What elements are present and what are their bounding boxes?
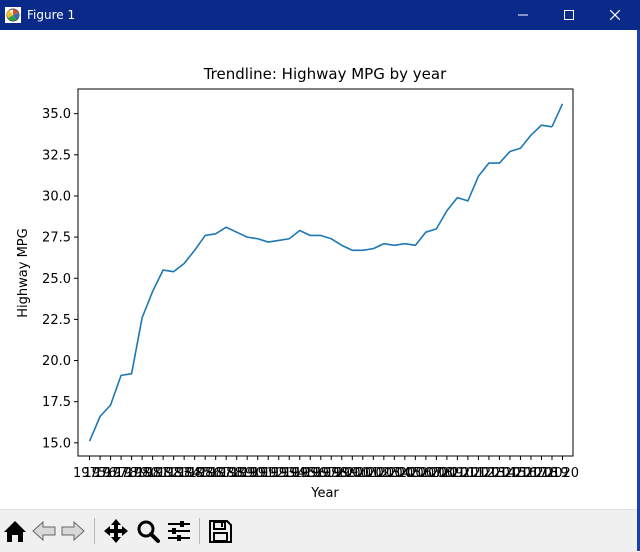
- x-tick-label: 1992: [252, 466, 285, 481]
- x-tick-label: 2006: [399, 466, 432, 481]
- x-tick-label: 2001: [346, 466, 379, 481]
- x-tick-label: 2010: [441, 466, 474, 481]
- y-tick-label: 35.0: [42, 107, 71, 122]
- x-tick-label: 1975: [73, 466, 106, 481]
- x-tick-label: 1982: [147, 466, 180, 481]
- home-button[interactable]: [1, 517, 29, 545]
- x-axis: 1975197619771978197919801981198219831984…: [73, 456, 579, 481]
- x-tick-label: 2000: [336, 466, 369, 481]
- window-border: [637, 30, 640, 551]
- toolbar-separator: [94, 518, 95, 544]
- x-tick-label: 1977: [94, 466, 127, 481]
- x-tick-label: 2014: [483, 466, 516, 481]
- x-tick-label: 1979: [115, 466, 148, 481]
- y-tick-label: 20.0: [42, 354, 71, 369]
- maximize-button[interactable]: [546, 0, 592, 30]
- y-tick-label: 30.0: [42, 189, 71, 204]
- y-tick-label: 27.5: [42, 231, 71, 246]
- home-icon: [4, 521, 26, 542]
- x-tick-label: 1978: [105, 466, 138, 481]
- x-tick-label: 2009: [430, 466, 463, 481]
- x-tick-label: 2015: [493, 466, 526, 481]
- y-tick-label: 22.5: [42, 313, 71, 328]
- y-tick-label: 32.5: [42, 148, 71, 163]
- x-tick-label: 1988: [210, 466, 243, 481]
- x-axis-label: Year: [310, 486, 339, 501]
- plot-frame: [77, 88, 574, 457]
- move-icon: [104, 519, 128, 543]
- series-line-1: [88, 124, 553, 442]
- configure-subplots-button[interactable]: [165, 517, 193, 545]
- x-tick-label: 1976: [84, 466, 117, 481]
- y-tick-label: 17.5: [42, 395, 71, 410]
- x-tick-label: 1987: [199, 466, 232, 481]
- y-tick-label: 15.0: [42, 436, 71, 451]
- forward-button[interactable]: [59, 517, 87, 545]
- minimize-icon: [518, 14, 528, 16]
- maximize-icon: [564, 10, 574, 20]
- save-button[interactable]: [206, 517, 234, 545]
- x-tick-label: 2020: [546, 466, 579, 481]
- x-tick-label: 1997: [304, 466, 337, 481]
- x-tick-label: 2018: [525, 466, 558, 481]
- x-tick-label: 2007: [409, 466, 442, 481]
- x-tick-label: 1993: [262, 466, 295, 481]
- x-tick-label: 2008: [420, 466, 453, 481]
- window-title: Figure 1: [27, 8, 76, 22]
- chart-title: Trendline: Highway MPG by year: [203, 65, 447, 83]
- window-titlebar[interactable]: Figure 1: [0, 0, 640, 30]
- x-tick-label: 1984: [168, 466, 201, 481]
- x-tick-label: 2004: [378, 466, 411, 481]
- magnifier-icon: [137, 520, 160, 543]
- x-tick-label: 2016: [504, 466, 537, 481]
- y-axis-label: Highway MPG: [16, 228, 31, 317]
- close-button[interactable]: [592, 0, 638, 30]
- y-axis: 15.0 17.5 20.0 22.5 25.0 27.5 30.0 32.5 35.0: [42, 107, 78, 451]
- x-tick-label: 2013: [472, 466, 505, 481]
- figure-canvas[interactable]: Trendline: Highway MPG by year 15.0 17.5 2…: [0, 30, 637, 508]
- x-tick-label: 2011: [451, 466, 484, 481]
- x-tick-label: 1983: [157, 466, 190, 481]
- sliders-icon: [168, 521, 190, 541]
- x-tick-label: 2019: [535, 466, 568, 481]
- back-arrow-icon: [32, 520, 56, 542]
- x-tick-label: 1998: [315, 466, 348, 481]
- close-icon: [610, 10, 620, 20]
- x-tick-label: 2003: [367, 466, 400, 481]
- x-tick-label: 2002: [357, 466, 390, 481]
- pan-button[interactable]: [102, 517, 130, 545]
- x-tick-label: 1990: [231, 466, 264, 481]
- x-tick-label: 1980: [126, 466, 159, 481]
- floppy-disk-icon: [209, 520, 232, 543]
- x-tick-label: 1985: [178, 466, 211, 481]
- y-tick-label: 25.0: [42, 272, 71, 287]
- x-tick-label: 2017: [514, 466, 547, 481]
- zoom-button[interactable]: [134, 517, 162, 545]
- line-chart: Trendline: Highway MPG by year 15.0 17.5 2…: [16, 65, 579, 501]
- series-line-2: [551, 103, 564, 128]
- x-tick-label: 1994: [273, 466, 306, 481]
- x-tick-label: 1986: [189, 466, 222, 481]
- x-tick-label: 1999: [325, 466, 358, 481]
- x-tick-label: 1989: [220, 466, 253, 481]
- minimize-button[interactable]: [500, 0, 546, 30]
- matplotlib-app-icon: [5, 7, 21, 23]
- x-tick-label: 1995: [283, 466, 316, 481]
- x-tick-label: 1981: [136, 466, 169, 481]
- x-tick-label: 1991: [241, 466, 274, 481]
- toolbar-separator: [199, 518, 200, 544]
- back-button[interactable]: [30, 517, 58, 545]
- x-tick-label: 2012: [462, 466, 495, 481]
- x-tick-label: 1996: [294, 466, 327, 481]
- series-lines: [88, 103, 564, 442]
- forward-arrow-icon: [61, 520, 85, 542]
- x-tick-label: 2005: [388, 466, 421, 481]
- navigation-toolbar: [0, 509, 637, 552]
